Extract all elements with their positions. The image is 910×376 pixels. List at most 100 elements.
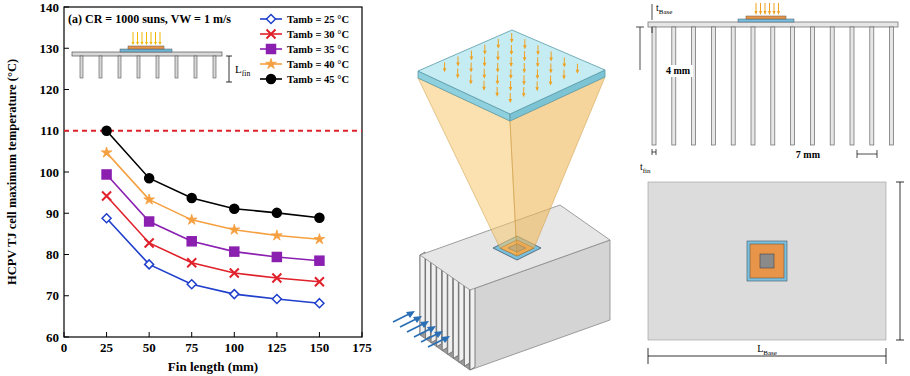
y-tick-label: 140 — [40, 0, 60, 15]
sun-ray-head — [508, 99, 512, 103]
sun-ray-head — [536, 51, 540, 55]
fin — [731, 27, 735, 145]
legend-label: Tamb = 30 °C — [287, 29, 349, 40]
y-tick — [64, 172, 69, 173]
top-view-base — [648, 182, 886, 340]
sun-ray-head — [549, 69, 553, 73]
heatsink-fin — [459, 279, 464, 362]
inset-ray-head — [132, 42, 135, 45]
sun-ray — [458, 56, 459, 63]
fin — [672, 27, 676, 145]
y-tick-label: 80 — [46, 247, 59, 262]
sun-ray-head — [777, 11, 780, 15]
sun-ray — [497, 63, 498, 70]
x-axis-title: Fin length (mm) — [168, 359, 258, 374]
x-tick-label: 75 — [185, 340, 199, 355]
sun-ray — [523, 87, 524, 94]
sun-ray-head — [470, 57, 474, 61]
sun-ray — [524, 51, 525, 58]
sun-ray — [537, 81, 538, 88]
airflow-head — [441, 336, 450, 343]
data-point — [315, 277, 324, 286]
fin — [711, 27, 715, 145]
sun-ray-head — [576, 70, 580, 74]
sun-ray-head — [509, 87, 513, 91]
y-tick — [64, 7, 69, 8]
label-sub: Base — [763, 349, 777, 357]
sun-ray-head — [562, 76, 566, 80]
y-tick-label: 90 — [46, 206, 59, 221]
data-point — [186, 214, 197, 224]
sun-ray-head — [764, 11, 767, 15]
legend-label: Tamb = 45 °C — [287, 74, 349, 85]
sun-ray — [471, 51, 472, 58]
data-point — [145, 217, 154, 226]
dim-gap — [857, 150, 877, 158]
sun-ray — [471, 63, 472, 70]
sun-ray — [765, 3, 766, 12]
sun-ray — [498, 51, 499, 58]
sun-ray-head — [522, 69, 526, 73]
y-tick-label: 100 — [40, 165, 60, 180]
data-point — [230, 290, 239, 299]
fin — [890, 27, 894, 145]
legend-marker — [267, 30, 276, 39]
legend-marker — [267, 15, 276, 24]
y-tick — [64, 337, 69, 338]
sun-ray-head — [509, 75, 513, 79]
sun-ray-head — [496, 57, 500, 61]
diagram-label: LBase — [757, 343, 777, 357]
sun-ray-head — [562, 64, 566, 68]
x-tick — [319, 332, 320, 337]
data-point — [230, 247, 239, 256]
sun-ray — [497, 87, 498, 94]
x-tick-label: 150 — [310, 340, 330, 355]
sun-ray — [769, 3, 770, 12]
sun-ray-head — [482, 87, 486, 91]
diagram-label: 4 mm — [666, 65, 691, 76]
heatsink-schematic: tBase4 mmtfin7 mmLBase — [636, 2, 904, 364]
fin — [791, 27, 795, 145]
data-point — [102, 191, 111, 200]
sun-ray-head — [509, 63, 513, 67]
data-point — [187, 237, 196, 246]
sun-ray — [511, 57, 512, 64]
legend-label: Tamb = 25 °C — [287, 14, 349, 25]
heatsink-fin — [426, 256, 431, 339]
sun-ray — [760, 3, 761, 12]
chart-title: (a) CR = 1000 suns, VW = 1 m/s — [68, 12, 231, 26]
x-tick-label: 25 — [100, 340, 114, 355]
sun-ray — [550, 63, 551, 70]
inset-ray-head — [145, 42, 148, 45]
inset-ray — [155, 32, 156, 43]
data-point — [314, 234, 325, 244]
legend-label: Tamb = 40 °C — [287, 59, 349, 70]
y-tick — [64, 89, 69, 90]
legend-marker — [267, 45, 276, 54]
top-view-substrate — [747, 241, 787, 281]
inset-ray — [133, 32, 134, 43]
inset-fin — [194, 56, 197, 78]
inset-ray-head — [136, 42, 139, 45]
sun-ray-head — [768, 11, 771, 15]
sun-ray — [484, 81, 485, 88]
sun-ray — [524, 75, 525, 82]
sun-ray — [774, 3, 775, 12]
data-point — [272, 274, 281, 283]
y-tick — [64, 48, 69, 49]
sun-ray-head — [443, 68, 447, 72]
x-tick-label: 50 — [143, 340, 156, 355]
inset-fin — [213, 56, 216, 78]
fin — [751, 27, 755, 145]
sun-ray-head — [495, 93, 499, 97]
inset-ray — [160, 32, 161, 43]
x-tick — [106, 332, 107, 337]
sun-ray — [457, 68, 458, 75]
sun-ray-head — [496, 69, 500, 73]
dim-tbase — [652, 4, 653, 33]
data-point — [145, 238, 154, 247]
dim-lbase — [648, 348, 886, 364]
inset-layer — [120, 49, 172, 52]
sun-ray — [484, 69, 485, 76]
data-point — [102, 170, 111, 179]
